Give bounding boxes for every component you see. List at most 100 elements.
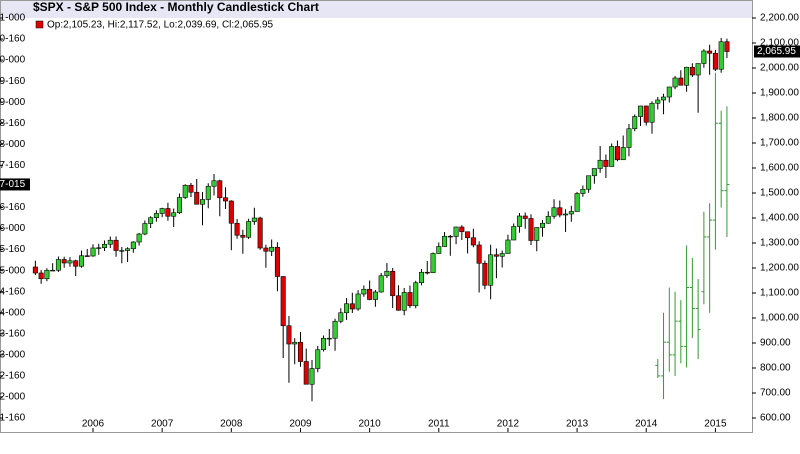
candle-body [482,262,488,286]
candle-body [591,168,597,177]
candle-body [424,271,430,274]
candle-body [73,260,79,267]
y2-tick-label: 28-000 [0,139,26,150]
y-tick-label: 1,100.00 [760,288,799,299]
y2-tick-label: 26-160 [0,202,26,213]
candle-body [125,248,131,251]
candle-body [78,255,84,267]
x-tick-label: 2008 [220,419,243,430]
y2-tick-label: 29-000 [0,97,26,108]
current-value-box [754,45,800,58]
candle-body [540,222,546,228]
candle-body [182,184,188,198]
candle-body [453,226,459,237]
current-value-label: 2,065.95 [757,46,796,57]
y2-tick-label: 25-000 [0,265,26,276]
candle-body [643,105,649,123]
candle-body [516,215,522,227]
candle-body [61,259,67,264]
candle-body [418,271,424,284]
candle-body [55,259,61,271]
y-tick-label: 900.00 [760,338,791,349]
candle-body [338,312,344,322]
overlay-value-box [0,178,30,191]
candle-body [90,247,96,257]
candle-body [465,231,471,239]
y-tick-label: 1,500.00 [760,188,799,199]
candle-body [476,244,482,264]
candle-body [580,188,586,194]
candle-body [632,116,638,130]
candle-body [666,86,672,98]
candle-body [534,227,540,241]
overlay-value-label: 27-015 [0,179,26,190]
candle-body [470,237,476,246]
y-tick-label: 700.00 [760,388,791,399]
candle-body [413,282,419,307]
candle-body [165,208,171,217]
candle-body [678,77,684,86]
x-tick-label: 2015 [704,419,727,430]
candle-body [332,320,338,339]
y-tick-label: 2,000.00 [760,63,799,74]
candle-body [511,226,517,241]
x-tick-label: 2013 [566,419,589,430]
candle-body [609,146,615,167]
candle-body [148,217,154,224]
candle-body [274,246,280,277]
y2-tick-label: 23-000 [0,349,26,360]
y2-tick-label: 29-160 [0,76,26,87]
candle-body [315,349,321,369]
candle-body [499,253,505,257]
candle-body [614,146,620,161]
candle-body [626,128,632,148]
x-tick-label: 2014 [635,419,658,430]
candle-body [251,217,257,222]
candle-body [597,159,603,169]
candle-body [326,337,332,340]
candle-body [228,200,234,224]
candle-body [355,293,361,310]
candle-body [551,207,557,217]
candle-body [303,361,309,385]
candle-body [176,197,182,214]
candle-body [430,253,436,274]
x-tick-label: 2011 [428,419,450,430]
y-tick-label: 1,200.00 [760,263,799,274]
candle-body [545,215,551,224]
candle-body [384,270,390,277]
y-tick-label: 2,100.00 [760,38,799,49]
candle-body [528,218,534,241]
candle-body [130,241,136,250]
candle-body [136,233,142,243]
y2-tick-label: 21-160 [0,413,26,424]
candle-body [286,325,292,345]
y-tick-label: 600.00 [760,413,791,424]
y2-tick-label: 24-160 [0,286,26,297]
candle-body [321,337,327,351]
candle-body [395,295,401,311]
candle-body [194,191,200,205]
candle-body [505,239,511,254]
y2-tick-label: 23-160 [0,328,26,339]
y2-tick-label: 25-160 [0,244,26,255]
candle-body [119,250,125,252]
y-tick-label: 1,400.00 [760,213,799,224]
x-tick-label: 2010 [358,419,381,430]
y2-tick-label: 22-000 [0,392,26,403]
legend-text: Op:2,105.23, Hi:2,117.52, Lo:2,039.69, C… [47,20,274,31]
candle-body [246,221,252,238]
candle-body [361,288,367,295]
candle-body [493,254,499,257]
candle-body [522,215,528,219]
candle-body [67,260,73,264]
candle-body [568,211,574,215]
candle-body [407,292,413,307]
candle-body [442,235,448,247]
candle-body [488,254,494,286]
candle-body [672,77,678,88]
candle-body [367,288,373,300]
candle-body [142,223,148,235]
x-tick-label: 2012 [497,419,520,430]
